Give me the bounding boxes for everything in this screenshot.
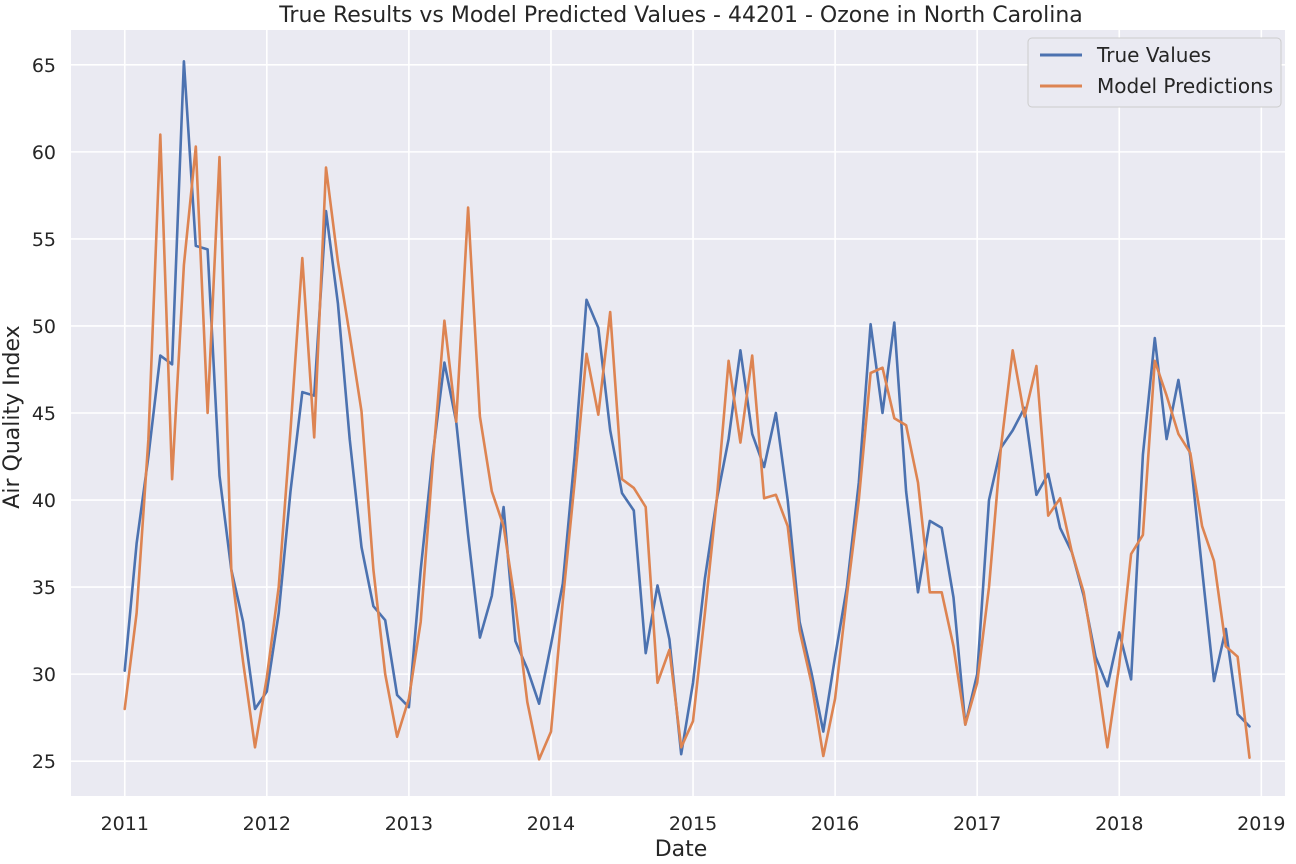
x-tick-label: 2014 bbox=[527, 813, 575, 835]
x-tick-label: 2018 bbox=[1095, 813, 1143, 835]
y-tick-label: 60 bbox=[32, 142, 56, 164]
legend-box bbox=[1027, 37, 1282, 108]
series-layer bbox=[123, 59, 1251, 761]
legend-label-model-predictions: Model Predictions bbox=[1097, 74, 1273, 98]
legend: True Values Model Predictions bbox=[1027, 37, 1282, 108]
legend-label-true-values: True Values bbox=[1096, 43, 1211, 67]
x-axis-label: Date bbox=[655, 837, 708, 862]
x-tick-label: 2012 bbox=[243, 813, 291, 835]
y-tick-label: 35 bbox=[32, 577, 56, 599]
y-tick-label: 65 bbox=[32, 55, 56, 77]
grid bbox=[71, 30, 1285, 796]
x-tick-label: 2013 bbox=[385, 813, 433, 835]
chart-title: True Results vs Model Predicted Values -… bbox=[278, 3, 1083, 28]
x-tick-label: 2016 bbox=[811, 813, 859, 835]
series-line-model-predictions bbox=[123, 133, 1251, 761]
x-tick-label: 2017 bbox=[953, 813, 1001, 835]
y-tick-label: 40 bbox=[32, 490, 56, 512]
x-tick-label: 2011 bbox=[101, 813, 149, 835]
y-tick-label: 30 bbox=[32, 664, 56, 686]
y-tick-label: 55 bbox=[32, 229, 56, 251]
y-tick-label: 45 bbox=[32, 403, 56, 425]
y-tick-label: 25 bbox=[32, 751, 56, 773]
x-tick-label: 2019 bbox=[1237, 813, 1285, 835]
x-tick-label: 2015 bbox=[669, 813, 717, 835]
y-axis-label: Air Quality Index bbox=[0, 325, 25, 508]
y-tick-label: 50 bbox=[32, 316, 56, 338]
ticks: 2011 2012 2013 2014 2015 2016 2017 2018 2019 25 30… bbox=[32, 55, 1286, 835]
